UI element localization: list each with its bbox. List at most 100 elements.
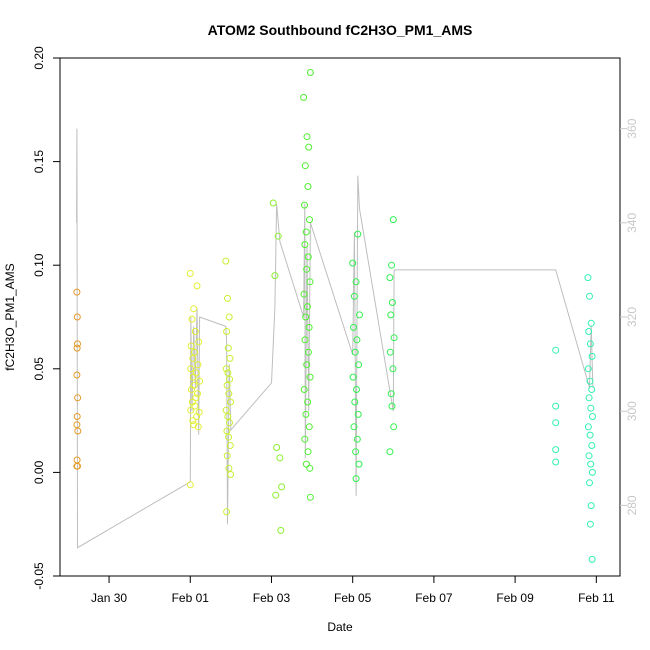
data-point [277,526,285,534]
data-point [191,402,199,410]
data-point [353,336,361,344]
data-point [73,371,81,379]
data-point [585,328,593,335]
y-tick-label: 0.05 [32,357,46,381]
data-point [186,481,194,489]
data-point [350,323,357,331]
data-point [301,241,309,248]
y2-tick-label: 360 [625,118,639,138]
data-point [306,278,314,286]
data-point [271,272,279,280]
data-point [74,340,81,348]
data-point [225,313,233,321]
data-point [301,435,309,443]
data-point [350,423,358,431]
data-point [273,444,281,451]
data-point [301,336,309,344]
data-point [353,435,361,443]
data-point [302,460,310,468]
data-point [227,471,235,478]
data-point [351,348,359,356]
data-point [269,199,277,207]
data-point [349,373,357,381]
data-point [586,292,593,300]
data-point [301,201,308,209]
data-point [355,361,363,369]
data-point [352,448,360,456]
y-tick-label: 0.20 [32,46,46,70]
data-point [552,458,560,466]
data-point [351,398,359,406]
x-axis-label: Date [327,620,353,634]
y-axis: -0.05 0.00 0.05 0.10 0.15 0.20 [32,46,60,590]
data-point [74,394,82,402]
y-tick-label: 0.15 [32,150,46,174]
data-point [224,294,231,302]
plot-frame [59,57,621,577]
y-axis-label: fC2H3O_PM1_AMS [3,263,17,370]
data-point [304,398,312,406]
data-point [389,216,397,224]
data-point [193,282,201,290]
data-point [74,462,81,470]
data-point [389,365,397,373]
data-point [586,431,594,439]
data-point [73,313,81,321]
data-point [589,413,596,420]
data-point [552,419,560,427]
data-point [585,394,593,402]
data-point [302,313,310,321]
data-point [588,468,596,476]
data-point [303,265,311,273]
data-point [552,402,560,410]
data-point [226,442,234,449]
data-point [278,483,286,491]
data-point [224,369,232,377]
data-point [552,446,560,454]
y2-axis: 280 300 320 340 360 [620,118,639,515]
data-point [306,216,313,224]
data-point [187,406,195,414]
data-point [302,410,310,418]
data-point [587,502,595,510]
data-point [388,402,396,410]
data-point [188,315,196,323]
data-point [588,352,596,360]
data-point [303,133,311,141]
right-axis-series [76,128,594,549]
data-point [387,390,395,398]
x-tick-label: Feb 05 [334,591,372,605]
y-tick-label: -0.05 [32,562,46,590]
data-point [191,348,198,356]
data-point [302,228,310,236]
data-point [223,381,231,389]
data-point [301,162,309,170]
data-point [272,491,280,499]
data-point [187,342,195,350]
data-point [552,346,560,354]
data-point [352,475,360,483]
data-point [586,479,593,487]
scatter-points [73,69,596,563]
data-point [586,340,594,348]
y2-tick-label: 280 [625,495,639,515]
data-point [191,328,199,335]
data-point [355,460,363,468]
data-point [225,464,233,472]
data-point [186,270,194,277]
x-tick-label: Feb 09 [496,591,534,605]
data-point [354,230,362,238]
data-point [194,361,202,369]
y-tick-label: 0.10 [32,253,46,277]
data-point [73,413,81,420]
data-point [222,406,230,414]
data-point [587,319,595,327]
data-point [222,257,230,265]
data-point [388,299,396,306]
data-point [390,334,398,342]
y2-tick-label: 300 [625,401,639,421]
data-point [303,361,311,369]
data-point [223,328,231,335]
data-point [300,290,308,298]
data-point [195,338,203,346]
